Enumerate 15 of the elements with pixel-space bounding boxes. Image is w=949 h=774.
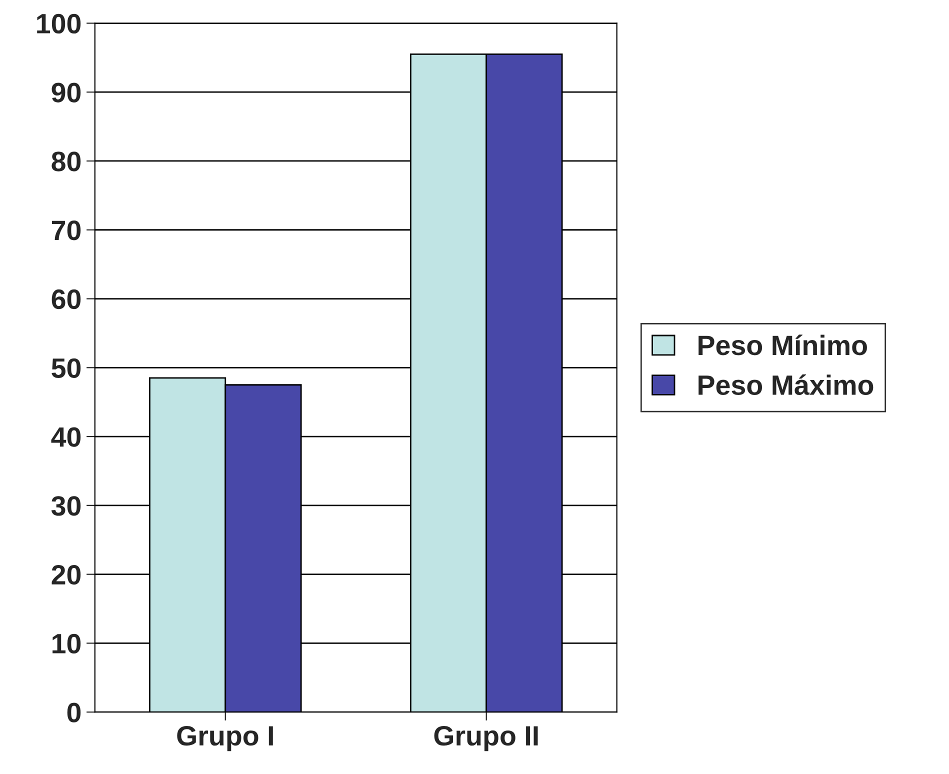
y-tick-label: 80	[52, 152, 81, 172]
y-tick-label: 60	[52, 289, 81, 310]
x-tick-label: Grupo I	[177, 726, 273, 752]
y-tick-label: 50	[52, 358, 81, 378]
y-tick-label: 20	[52, 564, 81, 585]
y-tick-label: 30	[51, 496, 81, 516]
y-tick-label: 90	[52, 82, 81, 102]
legend-label: Peso Máximo	[698, 374, 874, 395]
y-tick-label: 10	[52, 634, 81, 654]
legend-label: Peso Mínimo	[698, 334, 867, 356]
y-tick-label: 70	[52, 220, 81, 240]
y-tick-label: 0	[67, 702, 81, 722]
x-tick-label: Grupo II	[434, 726, 538, 752]
y-tick-label: 40	[51, 427, 81, 447]
y-tick-label: 100	[37, 14, 81, 34]
